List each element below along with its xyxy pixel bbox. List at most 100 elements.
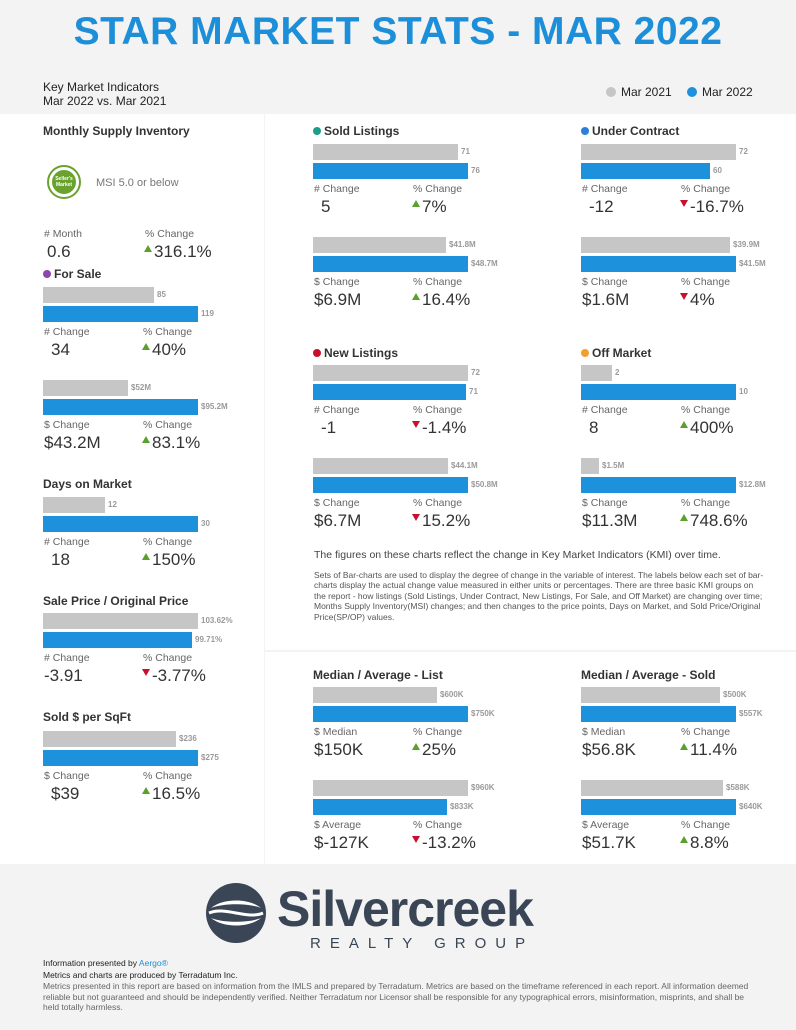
off-value-pct-value: 748.6% bbox=[680, 511, 748, 531]
sold-median-title-text: Median / Average - Sold bbox=[581, 668, 716, 682]
new-count-change-label: # Change bbox=[314, 404, 360, 416]
msi-pct-value: 316.1% bbox=[144, 242, 212, 262]
new-count-change-value: -1 bbox=[321, 418, 337, 437]
off-value-bar-2021 bbox=[581, 458, 599, 474]
dom-pct-text: 150% bbox=[152, 550, 196, 569]
uc-value-bar-label-2021: $39.9M bbox=[733, 240, 760, 249]
page-title: STAR MARKET STATS - MAR 2022 bbox=[73, 10, 723, 53]
msi-pct-label: % Change bbox=[145, 228, 195, 240]
sold-value-bar-2022 bbox=[313, 256, 468, 272]
dom-change-label: # Change bbox=[44, 536, 90, 548]
for-sale-value-change-value: $43.2M bbox=[44, 433, 101, 452]
sold-count-dot-icon bbox=[313, 127, 321, 135]
for-sale-count-change-label: # Change bbox=[44, 326, 90, 338]
sold-median-change-label: $ Median bbox=[582, 726, 626, 738]
legend-label-2021: Mar 2021 bbox=[621, 85, 672, 99]
for-sale-value-bar-2022 bbox=[43, 399, 198, 415]
sp-op-pct-value: -3.77% bbox=[142, 666, 206, 686]
msi-month-value: 0.6 bbox=[47, 242, 71, 261]
for-sale-count-title: For Sale bbox=[43, 267, 101, 281]
sold-count-pct-text: 7% bbox=[422, 197, 447, 216]
off-count-dot-icon bbox=[581, 349, 589, 357]
up-arrow-icon bbox=[680, 514, 688, 521]
sqft-bar-label-2022: $275 bbox=[201, 753, 219, 762]
kmi-line2: Mar 2022 vs. Mar 2021 bbox=[43, 94, 167, 108]
sqft-title: Sold $ per SqFt bbox=[43, 710, 131, 724]
sold-count-pct-label: % Change bbox=[413, 183, 463, 195]
list-average-bar-2022 bbox=[313, 799, 447, 815]
uc-count-change-label: # Change bbox=[582, 183, 628, 195]
aergo-link[interactable]: Aergo® bbox=[138, 958, 168, 968]
off-count-title: Off Market bbox=[581, 346, 651, 360]
for-sale-value-bar-label-2021: $52M bbox=[131, 383, 152, 392]
new-value-bar-2022 bbox=[313, 477, 468, 493]
sold-value-change-value: $6.9M bbox=[314, 290, 362, 309]
off-count-change-label: # Change bbox=[582, 404, 628, 416]
sold-value-pct-value: 16.4% bbox=[412, 290, 470, 310]
up-arrow-icon bbox=[680, 421, 688, 428]
off-value-change-label: $ Change bbox=[582, 497, 628, 509]
list-median-pct-text: 25% bbox=[422, 740, 457, 759]
sold-count-title: Sold Listings bbox=[313, 124, 399, 138]
uc-value-change-value: $1.6M bbox=[582, 290, 630, 309]
list-average-pct-value: -13.2% bbox=[412, 833, 476, 853]
logo-subtitle: REALTY GROUP bbox=[310, 935, 535, 952]
down-arrow-icon bbox=[142, 669, 150, 676]
new-count-pct-label: % Change bbox=[413, 404, 463, 416]
uc-count-bar-2021 bbox=[581, 144, 736, 160]
for-sale-value-pct-text: 83.1% bbox=[152, 433, 201, 452]
list-median-bar-label-2021: $600K bbox=[440, 690, 464, 699]
sold-value-bar-label-2021: $41.8M bbox=[449, 240, 476, 249]
for-sale-count-pct-value: 40% bbox=[142, 340, 186, 360]
sqft-bar-label-2021: $236 bbox=[179, 734, 197, 743]
sold-average-pct-label: % Change bbox=[681, 819, 731, 831]
up-arrow-icon bbox=[142, 787, 150, 794]
dom-change-value: 18 bbox=[51, 550, 70, 569]
uc-count-dot-icon bbox=[581, 127, 589, 135]
down-arrow-icon bbox=[680, 200, 688, 207]
up-arrow-icon bbox=[142, 436, 150, 443]
sqft-bar-2021 bbox=[43, 731, 176, 747]
dom-title-text: Days on Market bbox=[43, 477, 132, 491]
off-value-pct-text: 748.6% bbox=[690, 511, 748, 530]
list-median-change-value: $150K bbox=[314, 740, 364, 759]
uc-count-bar-2022 bbox=[581, 163, 710, 179]
off-count-pct-label: % Change bbox=[681, 404, 731, 416]
up-arrow-icon bbox=[680, 836, 688, 843]
off-value-change-value: $11.3M bbox=[582, 511, 638, 530]
for-sale-value-bar-label-2022: $95.2M bbox=[201, 402, 228, 411]
sold-median-pct-value: 11.4% bbox=[680, 740, 737, 760]
new-count-bar-label-2022: 71 bbox=[469, 387, 478, 396]
sold-value-bar-label-2022: $48.7M bbox=[471, 259, 498, 268]
list-average-pct-text: -13.2% bbox=[422, 833, 476, 852]
off-count-pct-value: 400% bbox=[680, 418, 733, 438]
uc-value-pct-text: 4% bbox=[690, 290, 715, 309]
sold-average-change-label: $ Average bbox=[582, 819, 630, 831]
msi-pct-text: 316.1% bbox=[154, 242, 212, 261]
dom-bar-label-2022: 30 bbox=[201, 519, 210, 528]
legend-dot-2022 bbox=[687, 87, 697, 97]
list-average-change-label: $ Average bbox=[314, 819, 362, 831]
sold-count-bar-label-2022: 76 bbox=[471, 166, 480, 175]
sold-average-bar-2022 bbox=[581, 799, 736, 815]
legend-item-2022: Mar 2022 bbox=[687, 85, 753, 99]
sold-value-pct-label: % Change bbox=[413, 276, 463, 288]
uc-count-bar-label-2022: 60 bbox=[713, 166, 722, 175]
uc-value-pct-value: 4% bbox=[680, 290, 715, 310]
uc-count-pct-label: % Change bbox=[681, 183, 731, 195]
sold-count-bar-2021 bbox=[313, 144, 458, 160]
off-count-bar-label-2021: 2 bbox=[615, 368, 620, 377]
off-value-bar-label-2021: $1.5M bbox=[602, 461, 625, 470]
new-value-change-label: $ Change bbox=[314, 497, 360, 509]
down-arrow-icon bbox=[412, 421, 420, 428]
sold-median-title: Median / Average - Sold bbox=[581, 668, 715, 682]
charts-explanation: Sets of Bar-charts are used to display t… bbox=[314, 570, 764, 622]
sold-average-bar-label-2021: $588K bbox=[726, 783, 750, 792]
for-sale-count-change-value: 34 bbox=[51, 340, 70, 359]
for-sale-value-pct-value: 83.1% bbox=[142, 433, 200, 453]
for-sale-count-dot-icon bbox=[43, 270, 51, 278]
off-count-bar-2022 bbox=[581, 384, 736, 400]
listings-panel bbox=[265, 114, 796, 650]
sp-op-pct-text: -3.77% bbox=[152, 666, 206, 685]
sold-average-change-value: $51.7K bbox=[582, 833, 636, 852]
